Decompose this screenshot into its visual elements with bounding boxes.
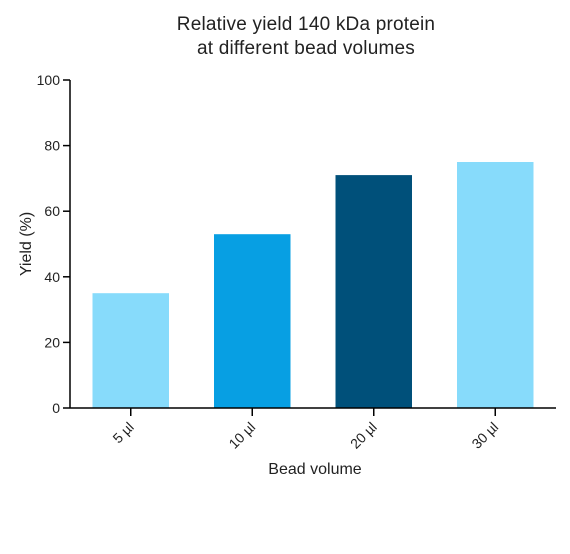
- y-tick-label: 0: [52, 400, 60, 416]
- y-tick-label: 80: [44, 138, 60, 154]
- x-ticks-group: 5 µl 10 µl 20 µl 30 µl: [109, 408, 501, 452]
- bar-4: [457, 162, 534, 408]
- y-tick-label: 20: [44, 334, 60, 350]
- y-tick-label: 60: [44, 203, 60, 219]
- y-ticks-group: 0 20 40 60 80 100: [37, 72, 70, 416]
- chart-title-line-2: at different bead volumes: [197, 38, 415, 59]
- x-tick-label: 30 µl: [468, 419, 501, 452]
- x-axis-label: Bead volume: [268, 461, 361, 478]
- bar-2: [214, 234, 291, 408]
- bars-group: [92, 162, 534, 408]
- x-tick-label: 20 µl: [347, 419, 380, 452]
- chart-title-line-1: Relative yield 140 kDa protein: [177, 14, 435, 35]
- x-tick-label: 10 µl: [225, 419, 258, 452]
- y-axis-label: Yield (%): [18, 212, 35, 276]
- x-tick-label: 5 µl: [109, 419, 136, 446]
- y-tick-label: 40: [44, 269, 60, 285]
- bar-1: [92, 293, 169, 408]
- y-tick-label: 100: [37, 72, 61, 88]
- bar-3: [335, 175, 412, 408]
